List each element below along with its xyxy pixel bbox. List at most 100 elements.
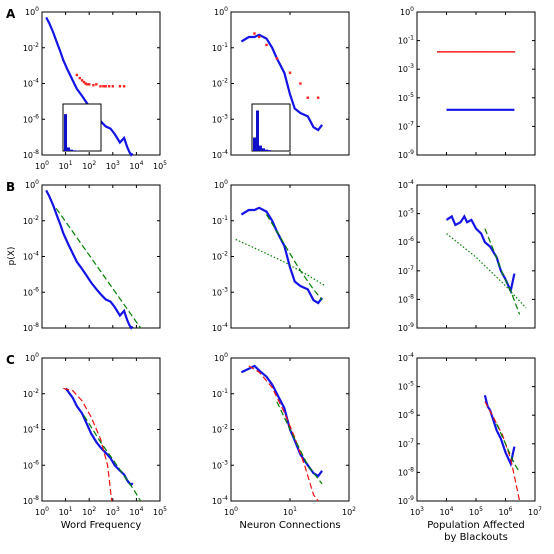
data-point [507, 51, 509, 53]
x-tick-label: 102 [82, 160, 96, 171]
y-tick-label: 100 [214, 352, 228, 363]
power-law-fit [55, 207, 142, 329]
plot-frame [416, 357, 536, 502]
data-point [102, 85, 105, 88]
data-point [453, 51, 456, 53]
data-point [122, 85, 126, 88]
data-point [104, 85, 107, 88]
y-tick-label: 10-9 [398, 495, 414, 506]
y-tick-label: 10-2 [23, 388, 39, 399]
data-point [463, 51, 465, 53]
data-point [88, 83, 91, 86]
data-line [240, 364, 323, 478]
data-point [456, 51, 458, 53]
inset-bar [67, 147, 70, 151]
inset-bar [256, 110, 259, 151]
data-point [118, 85, 122, 88]
data-point [508, 51, 510, 53]
y-tick-label: 10-4 [23, 251, 39, 262]
y-tick-label: 10-3 [212, 286, 228, 297]
data-point [477, 51, 479, 53]
x-tick-label: 103 [106, 506, 120, 517]
ylabel: p(X) [7, 247, 17, 266]
data-point [99, 85, 102, 88]
data-point [306, 96, 309, 99]
x-tick-label: 105 [153, 506, 167, 517]
x-tick-label: 105 [153, 160, 167, 171]
data-point [489, 51, 491, 53]
inset-bar [265, 149, 268, 151]
y-tick-label: 10-3 [398, 63, 414, 74]
data-point [452, 51, 455, 53]
data-point [447, 51, 449, 53]
plot-frame [41, 184, 161, 329]
y-tick-label: 10-4 [212, 495, 228, 506]
x-tick-label: 100 [35, 160, 49, 171]
y-tick-label: 100 [25, 179, 39, 190]
data-line [240, 33, 323, 132]
alt-fit-dashed [248, 365, 319, 502]
data-point [465, 51, 468, 53]
data-line [45, 189, 134, 330]
data-point [495, 51, 497, 53]
data-point [496, 51, 499, 53]
data-point [446, 51, 448, 53]
data-point [509, 51, 512, 53]
data-point [95, 83, 98, 86]
power-law-fit [83, 415, 142, 502]
data-point [482, 51, 484, 53]
xlabel-word-frequency: Word Frequency [61, 520, 142, 531]
data-point [500, 51, 503, 53]
data-point [448, 51, 451, 53]
data-point [457, 51, 460, 53]
x-tick-label: 103 [410, 506, 424, 517]
y-tick-label: 10-4 [212, 149, 228, 160]
data-point [442, 51, 444, 53]
x-tick-label: 100 [35, 506, 49, 517]
y-tick-label: 10-3 [212, 113, 228, 124]
data-point [483, 51, 486, 53]
y-tick-label: 10-8 [398, 293, 414, 304]
y-tick-label: 10-1 [212, 215, 228, 226]
data-point [474, 51, 477, 53]
plot-frame [41, 357, 161, 502]
inset-frame [62, 103, 102, 152]
inset-bar [262, 148, 265, 151]
data-point [288, 71, 292, 74]
y-tick-label: 10-4 [398, 179, 414, 190]
inset-bar [70, 149, 73, 151]
y-tick-label: 10-8 [23, 149, 39, 160]
data-point [487, 51, 490, 53]
inset-bar [253, 137, 256, 151]
data-point [491, 51, 494, 53]
data-point [513, 51, 516, 53]
xlabel-by-blackouts: by Blackouts [444, 532, 508, 543]
inset-bar [73, 150, 76, 151]
data-point [492, 51, 495, 53]
x-tick-label: 104 [129, 506, 143, 517]
data-point [85, 83, 89, 86]
data-point [316, 96, 320, 99]
plot-frame [230, 184, 350, 329]
data-point [450, 51, 452, 53]
xlabel-neuron-connections: Neuron Connections [239, 520, 340, 531]
y-tick-label: 10-2 [23, 215, 39, 226]
x-tick-label: 107 [528, 506, 542, 517]
data-point [504, 51, 507, 53]
data-point [439, 51, 442, 53]
alt-fit-dashed [484, 401, 521, 502]
data-point [92, 84, 95, 87]
data-line [445, 214, 516, 295]
x-tick-label: 101 [59, 160, 73, 171]
y-tick-label: 10-1 [212, 42, 228, 53]
alt-fit-dotted [446, 233, 527, 309]
data-point [82, 80, 86, 84]
x-tick-label: 105 [469, 506, 483, 517]
y-tick-label: 100 [400, 6, 414, 17]
y-tick-label: 10-6 [398, 236, 414, 247]
data-point [476, 51, 478, 53]
y-tick-label: 10-7 [398, 265, 414, 276]
data-point [505, 51, 508, 53]
row-label-c: C [6, 353, 15, 367]
